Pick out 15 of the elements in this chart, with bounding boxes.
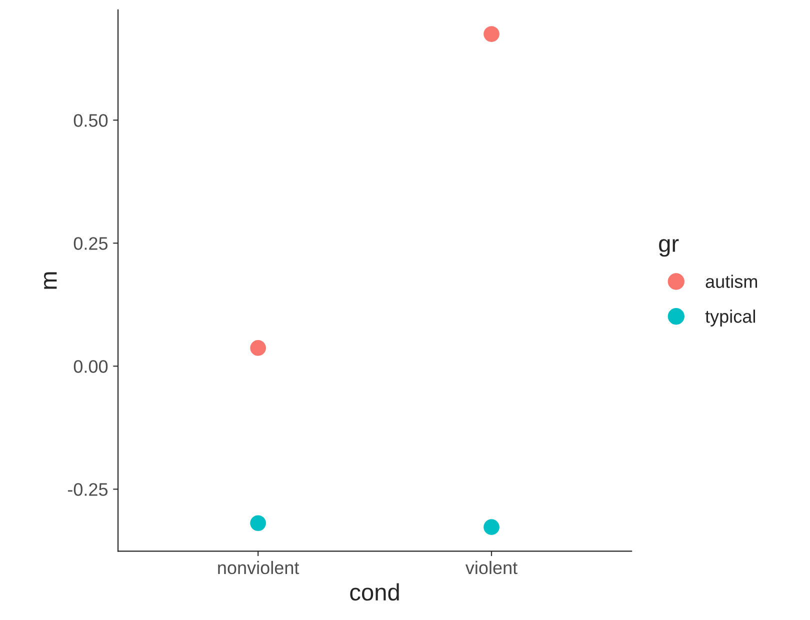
x-tick-label: violent	[465, 560, 518, 574]
y-tick-label: -0.25	[68, 483, 108, 496]
legend-title: gr	[659, 239, 679, 257]
point	[484, 519, 500, 535]
y-tick-label: 0.50	[74, 114, 108, 127]
y-tick-label: 0.00	[74, 360, 108, 373]
x-axis-title: cond	[350, 583, 399, 601]
x-tick-label: nonviolent	[218, 560, 300, 574]
legend-label: typical	[705, 310, 755, 326]
point	[250, 340, 266, 356]
point	[250, 515, 266, 532]
legend-label: autism	[706, 274, 758, 288]
y-tick-label: 0.25	[74, 237, 108, 250]
y-axis-title: m	[44, 272, 57, 289]
point	[484, 26, 500, 42]
